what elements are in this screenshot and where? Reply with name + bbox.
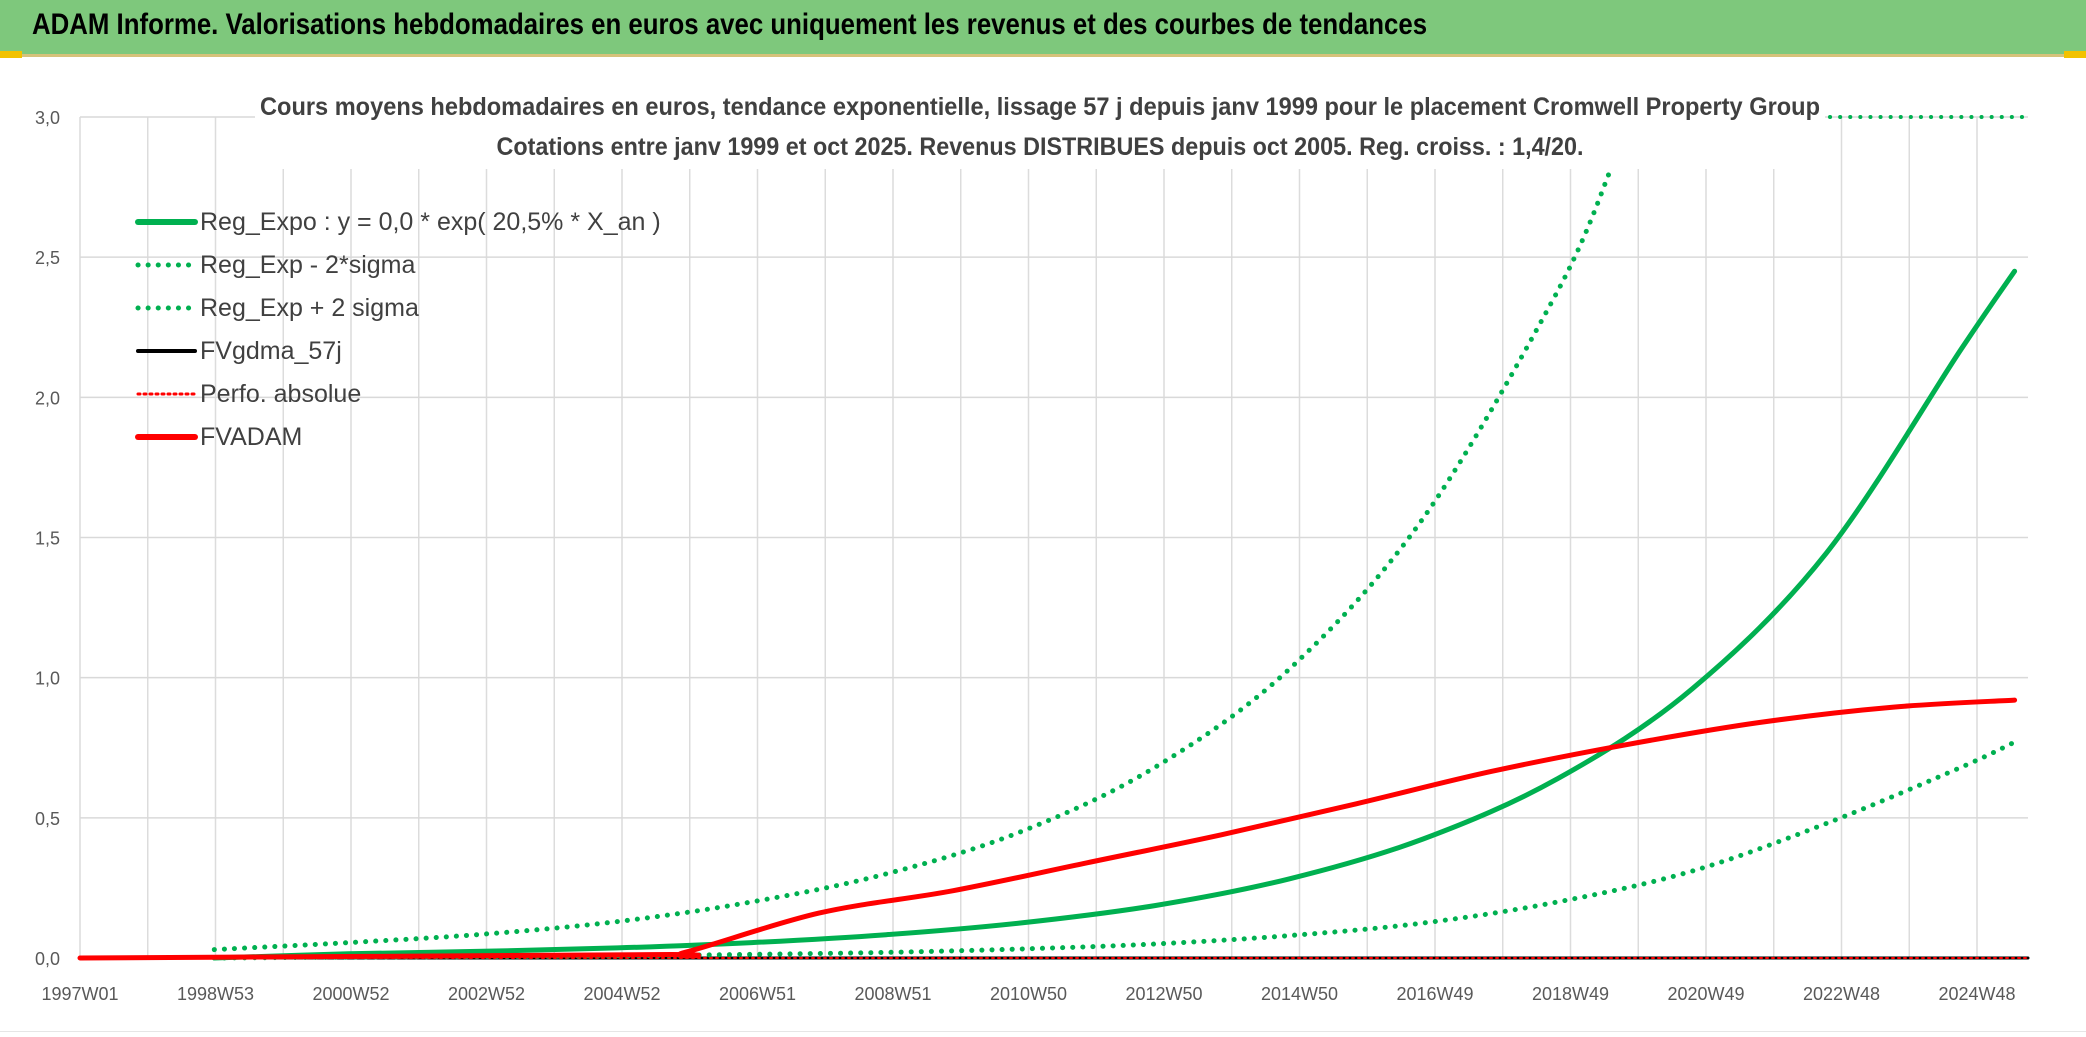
x-tick-label: 2000W52 (312, 984, 389, 1004)
fvadam-line (77, 697, 2018, 961)
grid (79, 116, 2028, 959)
chart-subtitle: Cotations entre janv 1999 et oct 2025. R… (497, 133, 1584, 161)
x-tick-label: 1997W01 (41, 984, 118, 1004)
x-tick-label: 2004W52 (583, 984, 660, 1004)
x-tick-label: 2016W49 (1396, 984, 1473, 1004)
legend-item-reg-exp-minus-label: Reg_Exp - 2*sigma (200, 251, 415, 279)
legend-item-fvgdma-label: FVgdma_57j (200, 337, 342, 365)
x-tick-label: 2008W51 (854, 984, 931, 1004)
chart-title-box (255, 83, 1825, 169)
y-tick-label: 2,0 (35, 388, 60, 408)
banner-corner-right (2064, 51, 2086, 58)
reg-exp-minus-2sigma-line (211, 739, 2018, 961)
bottom-strip (0, 1031, 2086, 1037)
series-lines (77, 115, 2030, 961)
x-tick-label: 2006W51 (719, 984, 796, 1004)
legend: Reg_Expo : y = 0,0 * exp( 20,5% * X_an )… (135, 208, 661, 451)
y-tick-label: 0,0 (35, 949, 60, 969)
report-banner: ADAM Informe. Valorisations hebdomadaire… (0, 0, 2086, 57)
reg-expo-line (211, 268, 2018, 961)
legend-item-reg-expo-label: Reg_Expo : y = 0,0 * exp( 20,5% * X_an ) (200, 208, 661, 236)
x-tick-label: 2018W49 (1532, 984, 1609, 1004)
y-tick-label: 1,5 (35, 529, 60, 549)
x-tick-label: 2014W50 (1261, 984, 1338, 1004)
chart-title: Cours moyens hebdomadaires en euros, ten… (260, 93, 1820, 121)
y-tick-label: 3,0 (35, 108, 60, 128)
tick-labels: 0,0 0,5 1,0 1,5 2,0 2,5 3,0 1997W01 1998W53 2000W… (35, 108, 2016, 1004)
x-tick-label: 2010W50 (990, 984, 1067, 1004)
legend-item-reg-exp-plus-label: Reg_Exp + 2 sigma (200, 294, 419, 322)
x-tick-label: 2002W52 (448, 984, 525, 1004)
x-tick-label: 1998W53 (177, 984, 254, 1004)
report-title: ADAM Informe. Valorisations hebdomadaire… (32, 8, 1428, 41)
banner-corner-left (0, 51, 22, 58)
x-tick-label: 2012W50 (1125, 984, 1202, 1004)
reg-exp-plus-2sigma-line (211, 165, 1614, 953)
x-tick-label: 2020W49 (1667, 984, 1744, 1004)
x-tick-label: 2022W48 (1803, 984, 1880, 1004)
y-tick-label: 2,5 (35, 248, 60, 268)
y-tick-label: 1,0 (35, 669, 60, 689)
x-tick-label: 2024W48 (1938, 984, 2015, 1004)
legend-item-perfo-label: Perfo. absolue (200, 380, 361, 408)
legend-item-fvadam-label: FVADAM (200, 423, 302, 451)
y-tick-label: 0,5 (35, 809, 60, 829)
